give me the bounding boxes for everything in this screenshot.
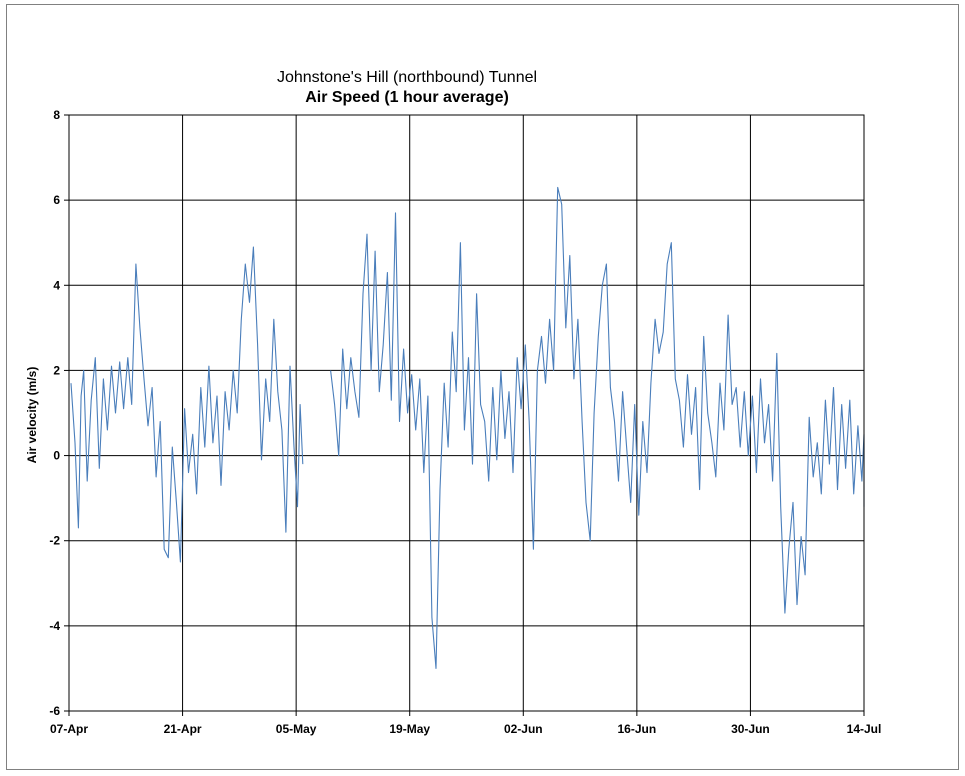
y-tick-label: 8 xyxy=(53,108,60,122)
y-tick-label: 6 xyxy=(53,193,60,207)
y-tick-label: 2 xyxy=(53,363,60,377)
chart-frame: Johnstone's Hill (northbound) Tunnel Air… xyxy=(6,4,959,770)
x-tick-label: 07-Apr xyxy=(50,722,88,736)
series-line xyxy=(70,246,304,563)
y-axis-label: Air velocity (m/s) xyxy=(25,367,39,464)
x-tick-label: 30-Jun xyxy=(731,722,770,736)
x-tick-label: 16-Jun xyxy=(618,722,657,736)
series-line xyxy=(330,186,865,669)
y-tick-label: -2 xyxy=(49,534,60,548)
chart-title-line1: Johnstone's Hill (northbound) Tunnel xyxy=(277,69,537,86)
series-group xyxy=(70,186,865,669)
x-tick-label: 19-May xyxy=(389,722,430,736)
plot-area-border xyxy=(68,114,865,712)
y-tick-label: -6 xyxy=(49,704,60,718)
y-tick-label: 0 xyxy=(53,449,60,463)
air-speed-chart: Johnstone's Hill (northbound) Tunnel Air… xyxy=(25,69,881,736)
x-tick-label: 14-Jul xyxy=(847,722,882,736)
x-tick-labels: 07-Apr 21-Apr 05-May 19-May 02-Jun 16-Jun 30-J… xyxy=(50,722,881,736)
y-tick-label: -4 xyxy=(49,619,60,633)
chart-title-line2: Air Speed (1 hour average) xyxy=(305,89,509,106)
y-tick-labels: -6 -4 -2 0 2 4 6 8 xyxy=(49,108,60,718)
y-tick-label: 4 xyxy=(53,278,60,292)
x-tick-label: 21-Apr xyxy=(164,722,202,736)
x-tick-label: 02-Jun xyxy=(504,722,543,736)
x-tick-label: 05-May xyxy=(276,722,317,736)
